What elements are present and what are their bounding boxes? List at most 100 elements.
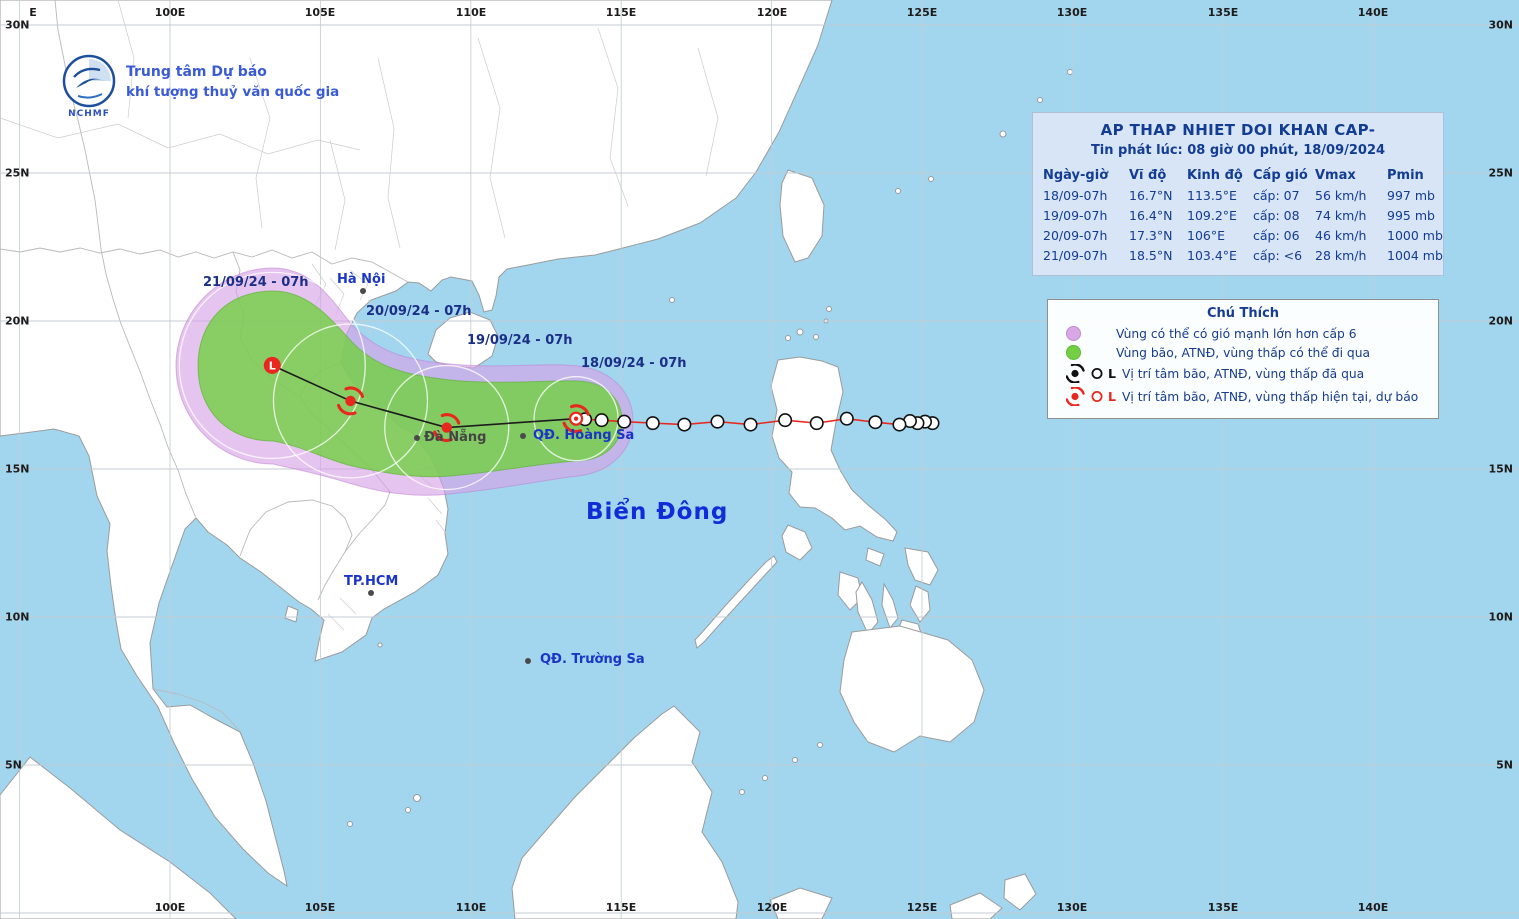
past-position-marker (594, 413, 609, 428)
island-dot (762, 775, 768, 781)
island-dot (1067, 69, 1073, 75)
legend: Chú Thích Vùng có thể có gió mạnh lớn hơ… (1047, 299, 1439, 419)
table-row: 21/09-07h 18.5°N 103.4°E cấp: <6 28 km/h 1004… (1041, 245, 1443, 265)
island-dot (1037, 97, 1043, 103)
cell: 17.3°N (1129, 227, 1173, 243)
low-letter: L (269, 360, 276, 373)
nchmf-logo-icon (62, 54, 116, 108)
past-position-marker (809, 416, 824, 431)
track-lines (271, 364, 940, 432)
current-position-symbols-icon: L (1066, 387, 1116, 406)
legend-item-current-forecast-positions: L Vị trí tâm bão, ATNĐ, vùng thấp hiện t… (1056, 387, 1430, 406)
halmahera-fragment (1003, 873, 1037, 911)
cell: 18.5°N (1129, 247, 1173, 263)
island-dot (928, 176, 934, 182)
past-position-marker (778, 413, 793, 428)
col-datetime: Ngày-giờ (1043, 168, 1109, 183)
hainan-island (427, 311, 499, 369)
legend-item-track-area: Vùng bão, ATNĐ, vùng thấp có thể đi qua (1056, 345, 1430, 360)
island-dot (669, 297, 675, 303)
legend-label: Vùng bão, ATNĐ, vùng thấp có thể đi qua (1116, 345, 1371, 360)
legend-item-past-positions: L Vị trí tâm bão, ATNĐ, vùng thấp đã qua (1056, 364, 1430, 383)
storm-icon (344, 386, 365, 398)
island-dot (895, 188, 901, 194)
table-row: 18/09-07h 16.7°N 113.5°E cấp: 07 56 km/h 997 … (1041, 185, 1437, 205)
place-dot (414, 435, 420, 441)
place-dot (360, 288, 366, 294)
logo-abbr: NCHMF (68, 109, 110, 119)
col-lon: Kinh độ (1187, 168, 1243, 183)
leyte-island (909, 585, 931, 623)
borneo-island (511, 705, 739, 919)
low-letter-red: L (1108, 389, 1116, 404)
storm-icon (433, 430, 453, 442)
past-position-marker (617, 414, 632, 429)
island-dot (813, 334, 819, 340)
cell: cấp: 08 (1253, 207, 1300, 223)
palawan-island (694, 555, 778, 649)
col-lat: Vĩ độ (1129, 168, 1167, 183)
cell: 995 mb (1387, 207, 1435, 223)
current-position-center (573, 416, 579, 421)
legend-label: Vị trí tâm bão, ATNĐ, vùng thấp hiện tại… (1122, 389, 1419, 404)
legend-title: Chú Thích (1206, 306, 1280, 321)
cell: 997 mb (1387, 187, 1435, 203)
island-dot (817, 742, 823, 748)
agency-logo: NCHMF Trung tâm Dự báo khí tượng thuỷ vă… (62, 54, 339, 119)
storm-icon (570, 404, 590, 416)
track-area-icon (1066, 345, 1081, 360)
cell: 106°E (1187, 227, 1226, 243)
table-row: 20/09-07h 17.3°N 106°E cấp: 06 46 km/h 1000 m… (1041, 225, 1443, 245)
masbate-island (865, 547, 885, 567)
uncertainty-circle (178, 271, 366, 460)
cell: 28 km/h (1315, 247, 1367, 263)
place-dot (368, 590, 374, 596)
bulletin-title: AP THAP NHIET DOI KHAN CAP- (1100, 121, 1376, 139)
cell: 109.2°E (1187, 207, 1237, 223)
mindanao-island (839, 625, 985, 753)
cell: 19/09-07h (1043, 207, 1108, 223)
sulawesi-fragment-2 (949, 892, 1003, 919)
cell: cấp: <6 (1253, 247, 1303, 263)
island-dot (413, 794, 421, 802)
past-position-marker (868, 415, 883, 430)
storm-icon (562, 421, 583, 434)
storm-markers: L (263, 356, 590, 442)
island-dot (785, 335, 791, 341)
past-position-marker (677, 417, 692, 432)
cebu-island (881, 582, 899, 630)
cell: cấp: 07 (1253, 187, 1300, 203)
forecast-storm-marker (441, 422, 452, 433)
uncertainty-circle (272, 323, 429, 479)
cell: 56 km/h (1315, 187, 1367, 203)
storm-icon (336, 403, 357, 416)
island-dot (826, 306, 832, 312)
legend-label: Vùng có thể có gió mạnh lớn hơn cấp 6 (1116, 326, 1357, 341)
samar-island (904, 547, 939, 586)
place-dot (520, 433, 526, 439)
table-header-row: Ngày-giờ Vĩ độ Kinh độ Cấp gió Vmax Pmin (1041, 166, 1437, 185)
luzon-island (770, 356, 898, 542)
cell: 46 km/h (1315, 227, 1367, 243)
legend-item-wind-area: Vùng có thể có gió mạnh lớn hơn cấp 6 (1056, 326, 1430, 341)
sulawesi-fragment (769, 887, 833, 919)
past-position-marker (743, 417, 758, 432)
cell: 113.5°E (1187, 187, 1237, 203)
phu-quoc-island (284, 605, 299, 623)
panay-island (837, 571, 863, 611)
city-dots (360, 288, 531, 664)
past-position-marker (839, 411, 854, 426)
cell: 1000 mb (1387, 227, 1443, 243)
cell: 16.7°N (1129, 187, 1173, 203)
island-dot (739, 789, 745, 795)
table-row: 19/09-07h 16.4°N 109.2°E cấp: 08 74 km/h 995 … (1041, 205, 1437, 225)
island-dot (999, 130, 1007, 138)
past-position-marker (645, 416, 660, 431)
cell: 103.4°E (1187, 247, 1237, 263)
forecast-table: Ngày-giờ Vĩ độ Kinh độ Cấp gió Vmax Pmin… (1041, 166, 1443, 265)
island-dot (377, 642, 383, 648)
forecast-storm-marker (345, 395, 356, 407)
legend-label: Vị trí tâm bão, ATNĐ, vùng thấp đã qua (1122, 366, 1365, 381)
island-dot (347, 821, 353, 827)
forecast-track-line (271, 364, 577, 429)
